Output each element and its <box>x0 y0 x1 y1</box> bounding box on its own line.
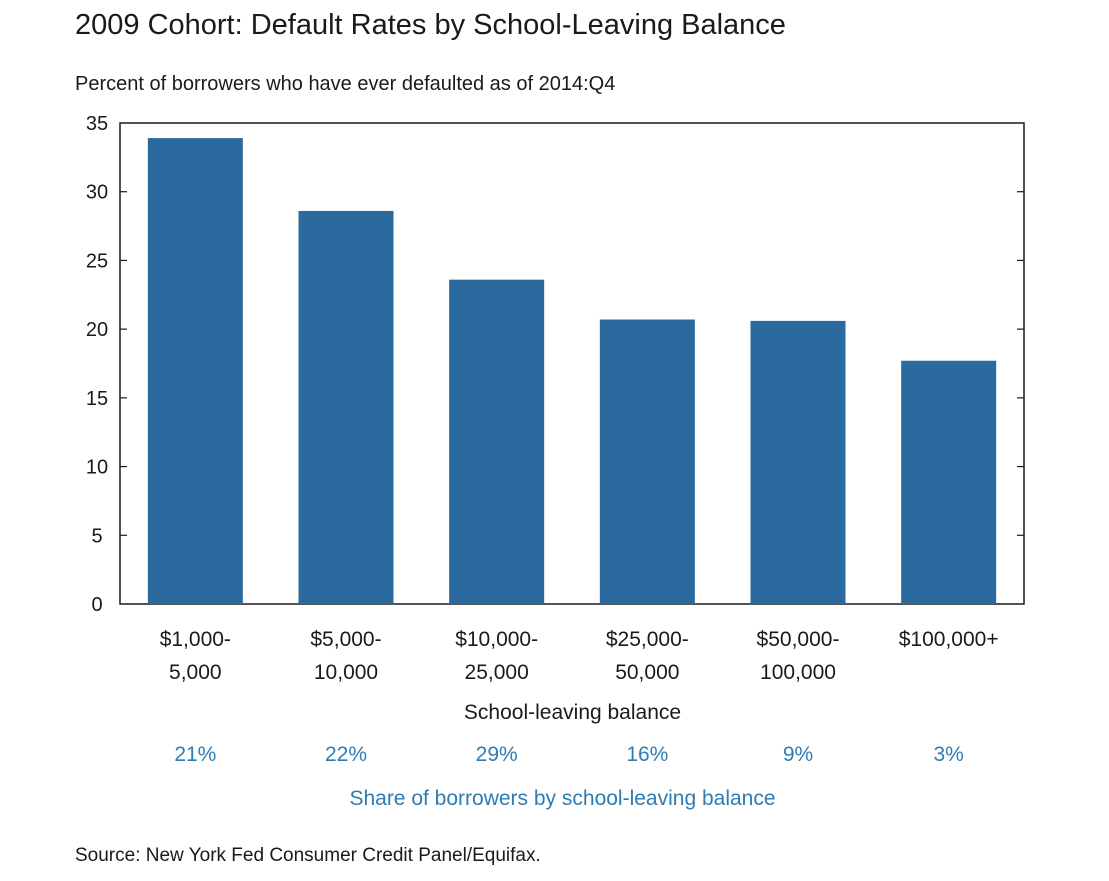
bar <box>449 279 545 604</box>
bar <box>147 138 243 605</box>
share-label: Share of borrowers by school-leaving bal… <box>349 787 776 810</box>
bar <box>599 319 695 604</box>
y-tick-label: 35 <box>86 113 108 135</box>
x-tick-label: $100,000+ <box>899 628 999 651</box>
y-tick-label: 15 <box>86 388 108 410</box>
x-tick-label: $10,000-25,000 <box>455 628 538 684</box>
chart-subtitle: Percent of borrowers who have ever defau… <box>75 73 616 95</box>
y-tick-label: 5 <box>91 525 102 547</box>
bar <box>901 360 997 604</box>
y-tick-label: 25 <box>86 250 108 272</box>
x-tick-label: $25,000-50,000 <box>606 628 689 684</box>
bar <box>750 320 846 604</box>
bar-chart: 0 5 10 15 20 25 30 35 $1,000-5,000 $5,000-10,000 $… <box>86 113 1025 684</box>
x-tick-label: $5,000-10,000 <box>310 628 381 684</box>
bar <box>298 210 394 604</box>
plot-frame <box>119 122 1025 605</box>
share-value: 16% <box>626 743 669 766</box>
share-value: 21% <box>174 743 217 766</box>
share-value: 29% <box>475 743 518 766</box>
x-tick-label: $50,000-100,000 <box>757 628 840 684</box>
y-tick-label: 20 <box>86 319 108 341</box>
y-tick-label: 30 <box>86 182 108 204</box>
share-value: 22% <box>324 743 368 766</box>
share-value: 3% <box>933 743 964 766</box>
x-tick-label: $1,000-5,000 <box>160 628 231 684</box>
source-note: Source: New York Fed Consumer Credit Pan… <box>75 845 541 866</box>
x-axis-label: School-leaving balance <box>463 701 682 724</box>
y-tick-label: 0 <box>91 594 102 616</box>
y-tick-label: 10 <box>86 457 108 479</box>
chart-title: 2009 Cohort: Default Rates by School-Lea… <box>75 9 786 41</box>
share-value: 9% <box>782 743 814 766</box>
